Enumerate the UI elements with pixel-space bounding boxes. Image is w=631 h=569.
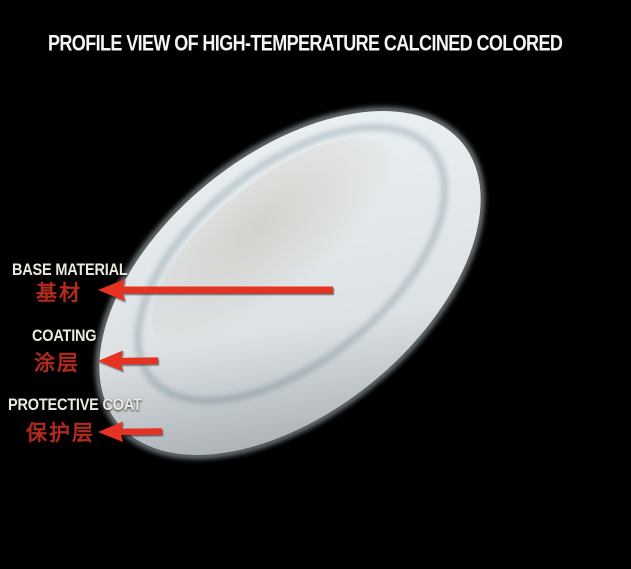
page-title: PROFILE VIEW OF HIGH-TEMPERATURE CALCINE… xyxy=(48,31,563,56)
annotation-arrows xyxy=(98,279,333,442)
coating-arrow-icon xyxy=(98,350,158,371)
base-material-label-zh: 基材 xyxy=(36,282,82,305)
protective-coat-label-zh: 保护层 xyxy=(26,422,95,445)
face-shading xyxy=(99,111,481,455)
coating-label-en: COATING xyxy=(32,327,97,346)
coating-label-zh: 涂层 xyxy=(34,352,80,375)
protective-coat-label-en: PROTECTIVE COAT xyxy=(8,396,142,415)
cut-face xyxy=(96,108,484,458)
protective-coat-arrow-icon xyxy=(98,421,162,442)
base-material-arrow-icon xyxy=(98,279,333,301)
base-material-label-en: BASE MATERIAL xyxy=(12,261,128,280)
rim-glow xyxy=(96,108,484,458)
